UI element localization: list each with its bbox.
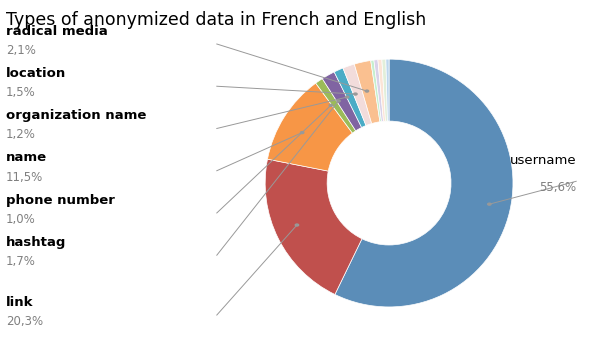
Text: 20,3%: 20,3% xyxy=(6,315,43,328)
Text: phone number: phone number xyxy=(6,194,115,207)
Wedge shape xyxy=(335,59,513,307)
Text: hashtag: hashtag xyxy=(6,236,67,249)
Text: link: link xyxy=(6,296,33,309)
Text: name: name xyxy=(6,151,47,164)
Text: Types of anonymized data in French and English: Types of anonymized data in French and E… xyxy=(6,11,426,29)
Text: 55,6%: 55,6% xyxy=(539,181,576,194)
Text: location: location xyxy=(6,67,66,80)
Text: organization name: organization name xyxy=(6,109,146,122)
Wedge shape xyxy=(343,64,372,126)
Wedge shape xyxy=(354,61,380,124)
Text: 1,7%: 1,7% xyxy=(6,255,36,268)
Wedge shape xyxy=(374,59,384,121)
Text: 1,5%: 1,5% xyxy=(6,86,36,99)
Text: 1,0%: 1,0% xyxy=(6,213,36,226)
Wedge shape xyxy=(316,78,356,133)
Text: 2,1%: 2,1% xyxy=(6,44,36,57)
Wedge shape xyxy=(323,72,362,131)
Wedge shape xyxy=(334,68,366,127)
Wedge shape xyxy=(386,59,389,121)
Wedge shape xyxy=(265,159,362,295)
Text: 11,5%: 11,5% xyxy=(6,171,43,184)
Text: radical media: radical media xyxy=(6,25,108,38)
Text: 1,2%: 1,2% xyxy=(6,128,36,142)
Wedge shape xyxy=(267,83,352,171)
Wedge shape xyxy=(382,59,387,121)
Wedge shape xyxy=(378,59,386,121)
Text: username: username xyxy=(510,154,576,167)
Wedge shape xyxy=(371,60,381,122)
